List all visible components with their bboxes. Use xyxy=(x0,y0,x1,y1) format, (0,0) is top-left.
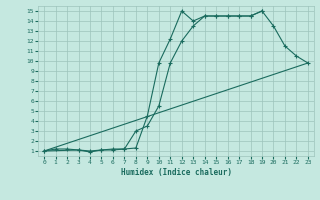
X-axis label: Humidex (Indice chaleur): Humidex (Indice chaleur) xyxy=(121,168,231,177)
